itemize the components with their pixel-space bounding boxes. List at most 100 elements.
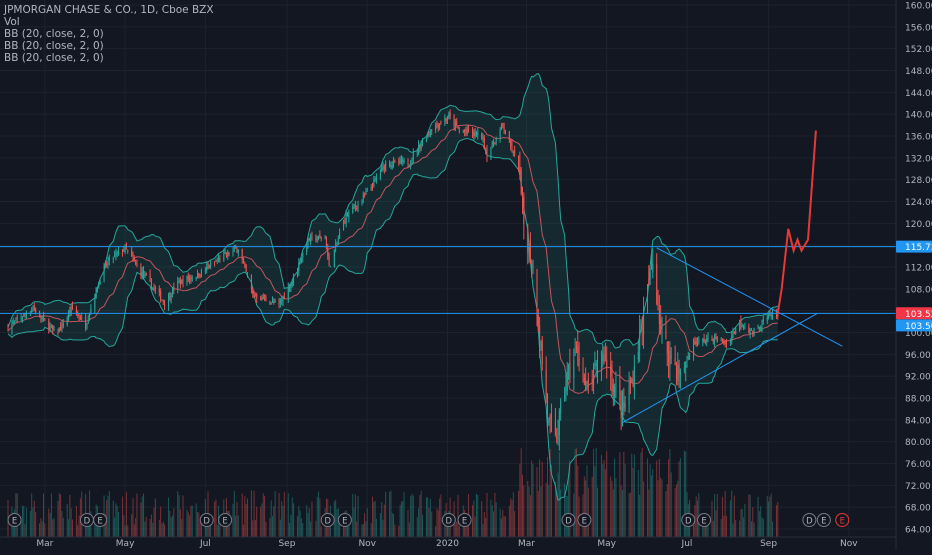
marker-letter: E (12, 517, 17, 527)
candle-body (431, 129, 433, 131)
candle-body (597, 364, 599, 371)
volume-bar (648, 489, 650, 537)
candle-body (219, 257, 221, 261)
volume-bar (68, 519, 70, 537)
candle-body (107, 260, 109, 265)
candle-body (171, 288, 173, 295)
candle-body (243, 257, 245, 263)
volume-bar (560, 489, 562, 537)
legend-bb-1[interactable]: BB (20, close, 2, 0) (4, 28, 104, 40)
volume-bar (287, 493, 289, 537)
volume-bar (256, 506, 258, 537)
chart-legend: JPMORGAN CHASE & CO., 1D, Cboe BZX Vol B… (4, 4, 214, 64)
volume-bar (656, 460, 658, 537)
volume-bar (58, 493, 60, 537)
candle-body (123, 250, 125, 252)
candle-body (132, 254, 134, 260)
candle-body (419, 146, 421, 149)
legend-symbol[interactable]: JPMORGAN CHASE & CO., 1D, Cboe BZX (4, 4, 214, 16)
candle-body (493, 142, 495, 144)
volume-bar (124, 525, 126, 537)
candle-body (712, 339, 714, 342)
volume-bar (235, 515, 237, 537)
candle-body (777, 312, 779, 317)
candle-body (591, 379, 593, 385)
price-tick-label: 68.00 (905, 504, 931, 514)
volume-bar (252, 520, 254, 537)
candle-body (256, 294, 258, 299)
legend-bb-3[interactable]: BB (20, close, 2, 0) (4, 52, 104, 64)
volume-bar (716, 494, 718, 537)
price-tick-label: 100.00 (905, 329, 932, 339)
candle-body (191, 278, 193, 280)
candle-body (298, 262, 300, 272)
legend-bb-2[interactable]: BB (20, close, 2, 0) (4, 40, 104, 52)
marker-letter: E (701, 517, 706, 527)
volume-bar (219, 525, 221, 537)
candle-body (640, 326, 642, 333)
candle-body (657, 301, 659, 310)
trendline (656, 247, 843, 347)
candle-body (232, 249, 234, 255)
volume-bar (600, 454, 602, 537)
candle-body (752, 330, 754, 334)
price-tick-label: 92.00 (905, 373, 931, 383)
volume-bar (135, 518, 137, 537)
volume-bar (503, 516, 505, 537)
volume-bar (411, 493, 413, 537)
legend-volume[interactable]: Vol (4, 16, 20, 28)
volume-bar (391, 512, 393, 537)
candle-body (270, 302, 272, 304)
volume-bar (541, 461, 543, 537)
volume-bar (668, 459, 670, 537)
volume-bar (744, 503, 746, 537)
volume-bar (643, 481, 645, 537)
candle-body (353, 206, 355, 208)
candle-body (494, 142, 496, 144)
volume-bar (421, 514, 423, 537)
candle-body (274, 300, 276, 302)
candle-body (385, 162, 387, 171)
candle-body (21, 317, 23, 319)
candle-body (723, 340, 725, 344)
volume-bar (440, 494, 442, 537)
volume-bar (519, 464, 521, 537)
volume-bar (720, 519, 722, 537)
candle-body (287, 286, 289, 299)
volume-bar (362, 523, 364, 537)
candle-body (108, 257, 110, 261)
candle-body (740, 319, 742, 326)
volume-bar (403, 492, 405, 537)
candle-body (529, 239, 531, 262)
volume-bar (435, 526, 437, 537)
candle-body (704, 340, 706, 342)
volume-bar (485, 517, 487, 537)
candle-body (566, 371, 568, 392)
candle-body (89, 313, 91, 319)
candle-body (711, 336, 713, 339)
volume-bar (520, 448, 522, 537)
candle-body (25, 313, 27, 315)
candle-body (456, 121, 458, 126)
candle-body (466, 129, 468, 134)
candle-body (532, 264, 534, 271)
candle-body (400, 159, 402, 164)
volume-bar (677, 480, 679, 537)
volume-bar (447, 523, 448, 537)
candle-body (269, 303, 271, 305)
volume-bar (243, 524, 245, 537)
candle-body (337, 238, 339, 242)
candle-body (366, 190, 368, 192)
candle-body (198, 273, 200, 277)
volume-bar (200, 518, 202, 537)
price-tick-label: 156.00 (905, 23, 932, 33)
volume-bar (400, 501, 402, 537)
volume-bar (675, 484, 677, 537)
candle-body (279, 301, 281, 304)
candle-body (383, 166, 385, 169)
candle-body (262, 297, 264, 300)
candle-body (253, 292, 255, 296)
volume-bar (739, 520, 741, 537)
